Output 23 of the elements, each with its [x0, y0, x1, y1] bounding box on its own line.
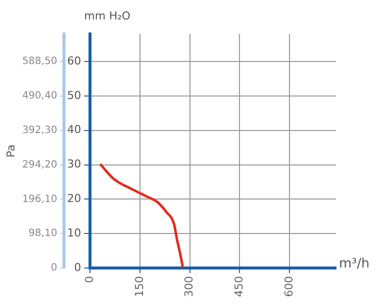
y-tick-label: 60 [67, 54, 82, 68]
x-tick-label: 150 [132, 276, 146, 298]
x-tick-label: 0 [83, 276, 96, 284]
y-tick-label: 0 [74, 260, 82, 274]
y2-tick-label: 196,10 [22, 194, 58, 205]
y-tick-label: 50 [67, 88, 82, 102]
y2-tick-label: 98,10 [28, 228, 58, 240]
y2-axis-title: Pa [4, 144, 18, 158]
x-tick-label: 300 [182, 276, 196, 298]
y-axis-title: mm H₂O [84, 9, 131, 22]
x-tick-label: 450 [232, 276, 246, 298]
y2-tick-label: 490,40 [22, 90, 58, 102]
y-tick-label: 10 [67, 226, 82, 240]
y-tick-label: 20 [67, 192, 82, 206]
y2-tick-label: 392,30 [22, 124, 58, 136]
y-tick-label: 30 [67, 158, 82, 171]
y2-tick-label: 588,50 [22, 56, 58, 68]
y-tick-label: 40 [67, 123, 82, 136]
y2-tick-label: 0 [50, 262, 58, 274]
x-tick-label: 600 [282, 276, 296, 298]
y2-tick-label: 294,20 [22, 159, 58, 170]
x-axis-title: m³/h [339, 256, 370, 272]
line-series [98, 162, 184, 268]
